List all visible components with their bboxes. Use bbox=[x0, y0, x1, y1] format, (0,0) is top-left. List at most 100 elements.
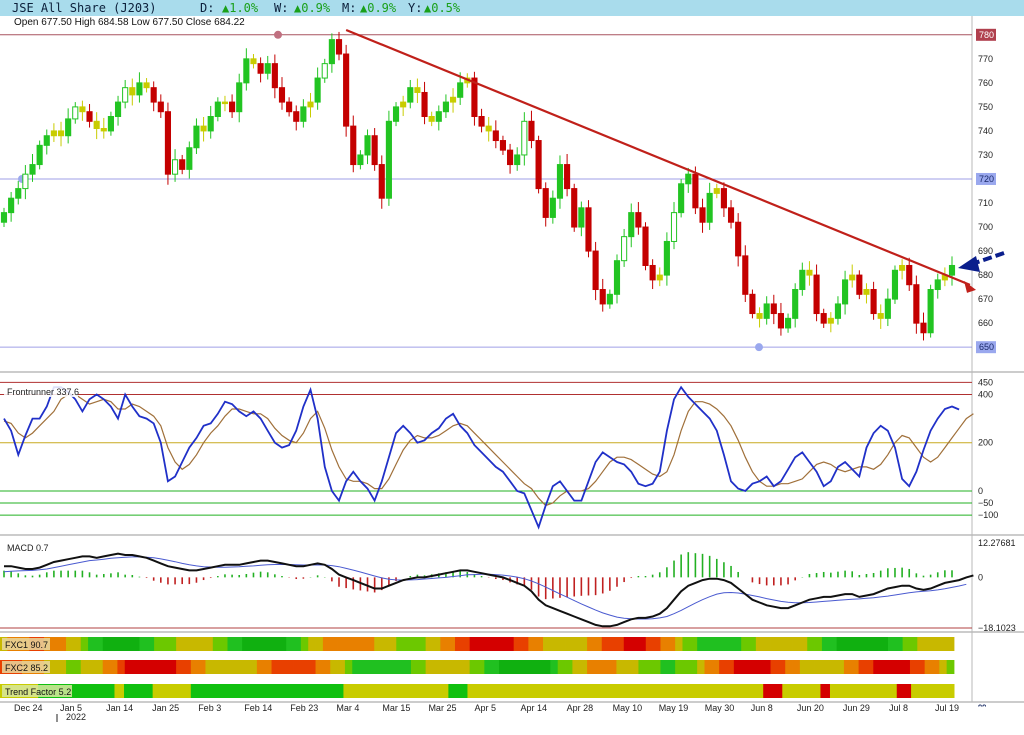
heat-cell bbox=[381, 637, 390, 651]
heat-cell bbox=[403, 637, 412, 651]
heat-cell bbox=[594, 637, 603, 651]
candle-body bbox=[685, 173, 692, 185]
heat-cell bbox=[521, 637, 529, 651]
heat-cell bbox=[374, 660, 382, 674]
heat-cell bbox=[631, 637, 639, 651]
heat-cell bbox=[917, 637, 926, 651]
oscillator-fast-line bbox=[3, 385, 960, 530]
heat-cell bbox=[242, 637, 250, 651]
heat-cell bbox=[895, 660, 904, 674]
oscillator-tick-label: 200 bbox=[978, 438, 993, 448]
x-tick-label: Apr 5 bbox=[475, 703, 497, 713]
heat-cell bbox=[513, 660, 522, 674]
candle-body bbox=[507, 149, 514, 166]
candle-body bbox=[43, 135, 50, 146]
candle-body bbox=[542, 188, 549, 218]
candle-body bbox=[93, 120, 100, 130]
x-tick-label: Feb 3 bbox=[198, 703, 221, 713]
candle-body bbox=[521, 120, 528, 156]
candle-body bbox=[770, 303, 777, 315]
candle-body bbox=[756, 313, 763, 319]
candle-body bbox=[264, 63, 271, 74]
candle-body bbox=[457, 82, 464, 98]
heat-cell bbox=[587, 637, 595, 651]
heat-cell bbox=[477, 660, 485, 674]
heat-cell bbox=[132, 637, 140, 651]
candle-body bbox=[428, 116, 435, 122]
candle-body bbox=[528, 120, 535, 142]
heat-cell bbox=[763, 660, 771, 674]
candle-body bbox=[350, 125, 357, 166]
x-tick-label: Jan 14 bbox=[106, 703, 133, 713]
heat-cell bbox=[278, 637, 287, 651]
heat-cell bbox=[748, 637, 757, 651]
trend-factor-segment bbox=[124, 684, 154, 698]
macd-tick-label: 0 bbox=[978, 572, 983, 582]
x-tick-label: Mar 15 bbox=[382, 703, 410, 713]
candle-body bbox=[842, 279, 849, 305]
heat-cell bbox=[388, 637, 397, 651]
candle-body bbox=[72, 106, 79, 120]
heat-cell bbox=[799, 660, 808, 674]
heat-cell bbox=[843, 637, 852, 651]
candle-body bbox=[385, 120, 392, 199]
trend-factor-segment bbox=[114, 684, 125, 698]
heat-cell bbox=[396, 637, 405, 651]
heat-cell bbox=[785, 637, 793, 651]
candle-body bbox=[606, 293, 613, 305]
heat-cell bbox=[322, 660, 331, 674]
x-tick-label: Jul 8 bbox=[889, 703, 908, 713]
heat-cell bbox=[418, 660, 427, 674]
heat-label: FXC2 85.2 bbox=[5, 663, 48, 673]
candle-body bbox=[65, 118, 72, 137]
heat-cell bbox=[359, 660, 368, 674]
trend-factor-segment bbox=[448, 684, 468, 698]
candle-body bbox=[286, 101, 293, 113]
heat-cell bbox=[792, 660, 801, 674]
heat-cell bbox=[858, 637, 867, 651]
candle-body bbox=[877, 313, 884, 319]
candle-body bbox=[763, 303, 770, 319]
candle-body bbox=[293, 111, 300, 122]
ohlc-readout: Open 677.50 High 684.58 Low 677.50 Close… bbox=[14, 17, 245, 28]
heat-cell bbox=[814, 637, 823, 651]
heat-cell bbox=[271, 660, 280, 674]
heat-cell bbox=[146, 660, 155, 674]
candle-body bbox=[221, 101, 229, 105]
candle-body bbox=[927, 289, 934, 334]
candle-body bbox=[549, 197, 556, 218]
candle-body bbox=[107, 116, 114, 132]
weekly-change: ▲0.9% bbox=[294, 1, 331, 15]
heat-cell bbox=[102, 637, 111, 651]
candle-body bbox=[8, 197, 15, 214]
heat-cell bbox=[726, 660, 735, 674]
candle-body bbox=[870, 289, 877, 315]
heat-cell bbox=[851, 637, 859, 651]
candle-body bbox=[114, 101, 122, 118]
trend-factor-segment bbox=[343, 684, 449, 698]
heat-cell bbox=[183, 637, 192, 651]
candle-body bbox=[934, 279, 941, 291]
heat-cell bbox=[80, 660, 89, 674]
candle-body bbox=[414, 87, 421, 93]
x-tick-label: Apr 28 bbox=[567, 703, 594, 713]
price-tick-label: 710 bbox=[978, 198, 993, 208]
heat-cell bbox=[675, 637, 683, 651]
trend-factor-segment bbox=[190, 684, 344, 698]
heat-cell bbox=[594, 660, 603, 674]
price-tick-label: 770 bbox=[978, 54, 993, 64]
heat-cell bbox=[168, 637, 177, 651]
candle-body bbox=[471, 77, 478, 118]
heat-cell bbox=[484, 637, 493, 651]
heat-cell bbox=[432, 637, 441, 651]
frontrunner-panel: 450 400 200 0 −50 −100 Frontrunner 337.6 bbox=[0, 377, 998, 530]
candle-body bbox=[792, 289, 799, 319]
heat-cell bbox=[337, 637, 346, 651]
heat-bands: FXC1 90.7 FXC2 85.2 Trend Factor 5.2 bbox=[0, 637, 955, 698]
candle-body bbox=[257, 63, 264, 74]
heat-cell bbox=[469, 660, 478, 674]
heat-cell bbox=[565, 637, 573, 651]
candle-body bbox=[948, 264, 956, 276]
price-tick-label: 700 bbox=[978, 222, 993, 232]
candle-body bbox=[884, 298, 891, 319]
